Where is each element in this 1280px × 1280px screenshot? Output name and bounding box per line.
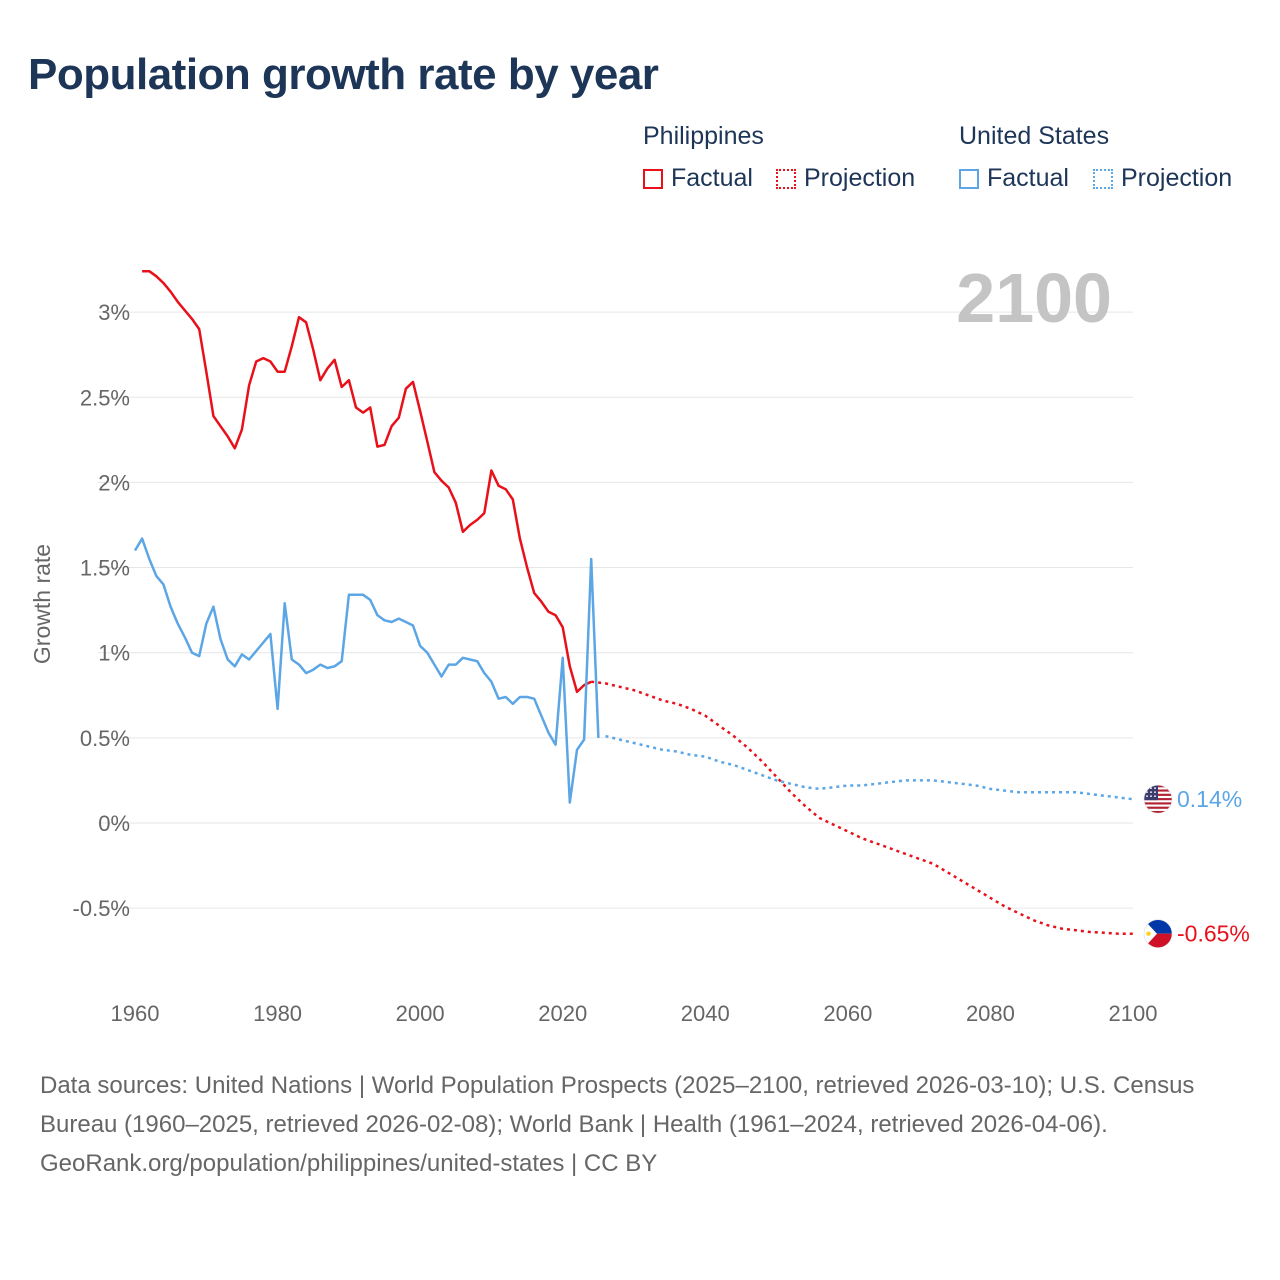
legend-item-united-states-factual[interactable]: Factual — [959, 164, 1069, 193]
x-tick-label: 1980 — [253, 1001, 302, 1026]
legend-item-philippines-factual[interactable]: Factual — [643, 164, 753, 193]
legend-label: Factual — [987, 164, 1069, 192]
legend-item-united-states-projection[interactable]: Projection — [1093, 164, 1232, 193]
legend-label: Projection — [1121, 164, 1233, 192]
series-line-philippines-projection[interactable] — [591, 680, 1133, 935]
year-watermark: 2100 — [956, 259, 1112, 337]
legend: Philippines Factual Projection United St… — [0, 122, 1280, 202]
y-tick-label: 0.5% — [80, 726, 130, 751]
x-tick-label: 2100 — [1109, 1001, 1158, 1026]
y-axis-label: Growth rate — [29, 544, 55, 664]
x-tick-label: 2040 — [681, 1001, 730, 1026]
x-tick-label: 2080 — [966, 1001, 1015, 1026]
y-tick-label: 3% — [98, 300, 130, 325]
sources-credit[interactable]: GeoRank.org/population/philippines/unite… — [40, 1150, 658, 1177]
chart-title: Population growth rate by year — [28, 50, 659, 99]
legend-country-united-states: United States — [959, 122, 1110, 150]
x-tick-label: 2000 — [396, 1001, 445, 1026]
series-end-label-philippines: -0.65% — [1177, 921, 1250, 947]
x-tick-label: 2060 — [823, 1001, 872, 1026]
y-tick-label: 1% — [98, 641, 130, 666]
legend-swatch-solid-icon — [643, 168, 663, 189]
legend-swatch-solid-icon — [959, 168, 979, 189]
legend-swatch-dotted-icon — [776, 168, 796, 189]
legend-label: Projection — [804, 164, 916, 192]
y-tick-label: 2.5% — [80, 385, 130, 410]
x-tick-label: 1960 — [111, 1001, 160, 1026]
series-line-united-states-factual[interactable] — [133, 537, 600, 804]
series-line-philippines-factual[interactable] — [142, 269, 592, 694]
legend-label: Factual — [671, 164, 753, 192]
philippines-flag-icon — [1143, 919, 1173, 948]
line-chart: 2100 3% 2.5% 2% 1.5% 1% 0.5% 0% -0.5% 1960 1980 2… — [29, 259, 1250, 1026]
series-line-united-states-projection[interactable] — [605, 734, 1134, 801]
sources-footer: Data sources: United Nations | World Pop… — [40, 1066, 1240, 1183]
united-states-flag-icon — [1143, 784, 1173, 814]
x-tick-label: 2020 — [538, 1001, 587, 1026]
y-tick-label: -0.5% — [73, 896, 130, 921]
y-tick-label: 2% — [98, 470, 130, 495]
y-tick-label: 0% — [98, 811, 130, 836]
sources-text: Data sources: United Nations | World Pop… — [40, 1072, 1195, 1138]
y-tick-label: 1.5% — [80, 556, 130, 581]
series-end-label-united-states: 0.14% — [1177, 786, 1242, 812]
legend-item-philippines-projection[interactable]: Projection — [776, 164, 915, 193]
legend-country-philippines: Philippines — [643, 122, 764, 150]
legend-swatch-dotted-icon — [1093, 168, 1113, 189]
